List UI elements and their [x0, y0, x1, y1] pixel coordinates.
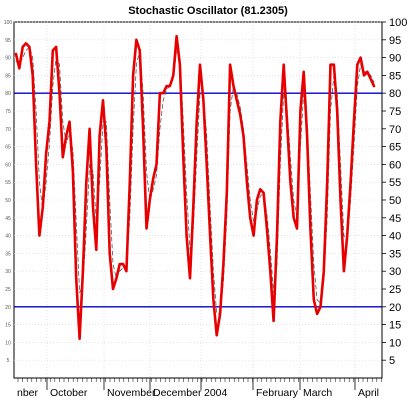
y-tick-label-right: 40 [389, 231, 401, 243]
x-tick-label: December [153, 387, 202, 399]
x-tick-label: November [107, 387, 156, 399]
y-tick-label-right: 90 [389, 53, 401, 65]
y-tick-label-left: 75 [5, 109, 11, 115]
y-tick-label-right: 20 [389, 302, 401, 314]
series-layer [14, 34, 376, 341]
y-tick-label-left: 65 [5, 145, 11, 151]
stochastic-k-line [14, 34, 376, 341]
y-tick-label-left: 30 [5, 269, 11, 275]
y-tick-label-right: 65 [389, 142, 401, 154]
y-tick-label-left: 80 [5, 91, 11, 97]
y-tick-label-left: 95 [5, 38, 11, 44]
y-tick-label-right: 5 [389, 355, 395, 367]
y-tick-label-right: 30 [389, 266, 401, 278]
y-tick-label-right: 50 [389, 195, 401, 207]
y-tick-label-left: 55 [5, 180, 11, 186]
y-tick-label-left: 50 [5, 198, 11, 204]
tick-layer: 5510101515202025253030353540404545505055… [4, 17, 408, 399]
y-tick-label-left: 100 [4, 20, 13, 26]
y-tick-label-right: 95 [389, 35, 401, 47]
y-tick-label-right: 55 [389, 177, 401, 189]
y-tick-label-left: 10 [5, 340, 11, 346]
y-tick-label-left: 25 [5, 287, 11, 293]
y-tick-label-left: 5 [7, 358, 10, 364]
y-tick-label-left: 35 [5, 251, 11, 257]
y-tick-label-right: 35 [389, 248, 401, 260]
x-tick-label: 2004 [204, 387, 228, 399]
y-tick-label-left: 70 [5, 127, 11, 133]
y-tick-label-right: 10 [389, 337, 401, 349]
y-tick-label-right: 25 [389, 284, 401, 296]
y-tick-label-left: 40 [5, 234, 11, 240]
chart-title: Stochastic Oscillator (81.2305) [128, 5, 288, 17]
x-tick-label: February [256, 387, 299, 399]
x-tick-label: April [358, 387, 379, 399]
y-tick-label-left: 15 [5, 323, 11, 329]
y-tick-label-right: 80 [389, 88, 401, 100]
y-tick-label-right: 60 [389, 159, 401, 171]
y-tick-label-left: 90 [5, 56, 11, 62]
y-tick-label-left: 85 [5, 73, 11, 79]
y-tick-label-right: 45 [389, 213, 401, 225]
y-tick-label-right: 85 [389, 70, 401, 82]
y-tick-label-left: 60 [5, 162, 11, 168]
y-tick-label-left: 45 [5, 216, 11, 222]
y-tick-label-right: 15 [389, 320, 401, 332]
y-tick-label-right: 70 [389, 124, 401, 136]
x-tick-label: nber [17, 387, 39, 399]
y-tick-label-left: 20 [5, 305, 11, 311]
y-tick-label-right: 100 [389, 17, 407, 29]
x-tick-label: October [50, 387, 88, 399]
x-tick-label: March [303, 387, 332, 399]
y-tick-label-right: 75 [389, 106, 401, 118]
